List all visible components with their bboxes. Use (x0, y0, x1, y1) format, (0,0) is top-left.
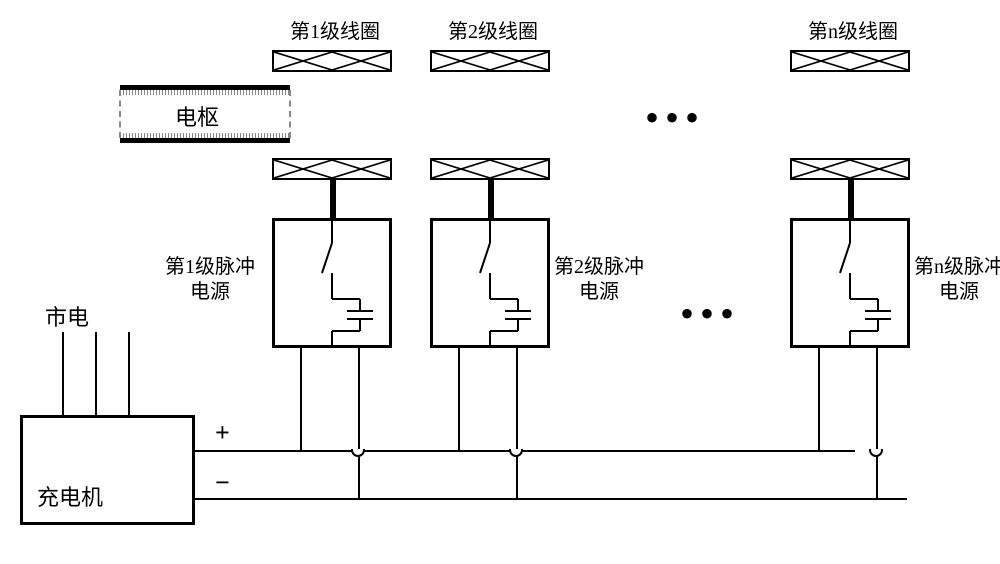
pn-out-right (876, 348, 878, 498)
mains-label: 市电 (45, 300, 89, 332)
pulse2-box (430, 218, 550, 348)
charger-box: 充电机 (20, 415, 195, 525)
coil1-stub (330, 180, 336, 218)
coil1-label: 第1级线圈 (290, 15, 380, 44)
pulse2-label-b: 电源 (579, 281, 619, 303)
coil1-bot (272, 158, 392, 180)
pn-out-left (818, 348, 820, 450)
plus-label: + (215, 418, 230, 448)
bus-plus-end (818, 450, 855, 452)
pulse1-box (272, 218, 392, 348)
mains-line3 (128, 332, 130, 415)
coil2-stub (488, 180, 494, 218)
pulse1-label-b: 电源 (190, 281, 230, 303)
pulsen-label: 第n级脉冲 电源 (914, 255, 1000, 305)
pulsen-box (790, 218, 910, 348)
mains-line1 (62, 332, 64, 415)
bus-minus (195, 498, 907, 500)
coil1-top (272, 50, 392, 72)
p2-out-left (458, 348, 460, 450)
p2-out-right (516, 348, 518, 498)
p1-out-left (300, 348, 302, 450)
mains-line2 (95, 332, 97, 415)
pulsen-label-a: 第n级脉冲 (914, 256, 1000, 278)
bus-minus-end (876, 498, 907, 500)
pulse2-label: 第2级脉冲 电源 (554, 255, 644, 305)
pulse1-label: 第1级脉冲 电源 (165, 255, 255, 305)
coil2-top (430, 50, 550, 72)
coiln-stub (848, 180, 854, 218)
coil2-bot (430, 158, 550, 180)
coiln-label: 第n级线圈 (808, 15, 898, 44)
minus-label: − (215, 468, 230, 498)
coiln-top (790, 50, 910, 72)
pulse2-label-a: 第2级脉冲 (554, 256, 644, 278)
dots-top-icon: ••• (645, 94, 705, 141)
p1-jump (351, 449, 365, 457)
dots-bottom-icon: ••• (680, 290, 740, 337)
pn-jump (869, 449, 883, 457)
armature-label: 电枢 (175, 100, 219, 132)
pulse1-label-a: 第1级脉冲 (165, 256, 255, 278)
p2-jump (509, 449, 523, 457)
p1-out-right (358, 348, 360, 498)
coiln-bot (790, 158, 910, 180)
coil2-label: 第2级线圈 (448, 15, 538, 44)
pulsen-label-b: 电源 (939, 281, 979, 303)
charger-label: 充电机 (37, 480, 103, 512)
bus-plus (195, 450, 855, 452)
